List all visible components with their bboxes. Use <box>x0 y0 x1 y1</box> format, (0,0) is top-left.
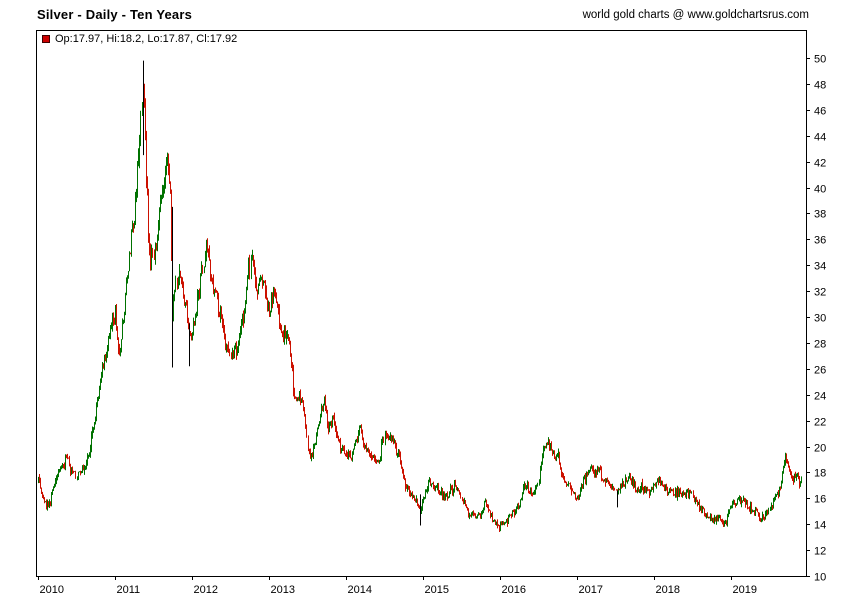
svg-text:46: 46 <box>814 106 826 118</box>
svg-text:18: 18 <box>814 468 826 480</box>
svg-text:50: 50 <box>814 54 826 66</box>
svg-text:2019: 2019 <box>733 584 757 596</box>
chart-source-credit: world gold charts @ www.goldchartsrus.co… <box>582 9 809 21</box>
svg-text:44: 44 <box>814 132 826 144</box>
svg-text:24: 24 <box>814 391 826 403</box>
svg-text:16: 16 <box>814 494 826 506</box>
svg-text:32: 32 <box>814 287 826 299</box>
svg-text:2010: 2010 <box>40 584 64 596</box>
svg-text:2018: 2018 <box>656 584 680 596</box>
legend-ohlc-text: Op:17.97, Hi:18.2, Lo:17.87, Cl:17.92 <box>55 33 238 45</box>
svg-text:2014: 2014 <box>348 584 372 596</box>
svg-text:2015: 2015 <box>425 584 449 596</box>
svg-text:42: 42 <box>814 158 826 170</box>
svg-text:22: 22 <box>814 417 826 429</box>
svg-text:10: 10 <box>814 572 826 584</box>
svg-text:14: 14 <box>814 520 826 532</box>
svg-text:20: 20 <box>814 443 826 455</box>
svg-text:40: 40 <box>814 184 826 196</box>
svg-text:2016: 2016 <box>502 584 526 596</box>
svg-text:2017: 2017 <box>579 584 603 596</box>
chart-title: Silver - Daily - Ten Years <box>37 7 193 22</box>
chart-legend: Op:17.97, Hi:18.2, Lo:17.87, Cl:17.92 <box>42 33 237 45</box>
svg-text:28: 28 <box>814 339 826 351</box>
legend-marker-icon <box>42 35 50 43</box>
svg-text:12: 12 <box>814 546 826 558</box>
svg-text:2012: 2012 <box>194 584 218 596</box>
svg-text:48: 48 <box>814 80 826 92</box>
svg-text:38: 38 <box>814 209 826 221</box>
svg-text:26: 26 <box>814 365 826 377</box>
svg-text:2011: 2011 <box>117 584 141 596</box>
svg-text:34: 34 <box>814 261 826 273</box>
svg-text:30: 30 <box>814 313 826 325</box>
svg-text:36: 36 <box>814 235 826 247</box>
svg-text:2013: 2013 <box>271 584 295 596</box>
